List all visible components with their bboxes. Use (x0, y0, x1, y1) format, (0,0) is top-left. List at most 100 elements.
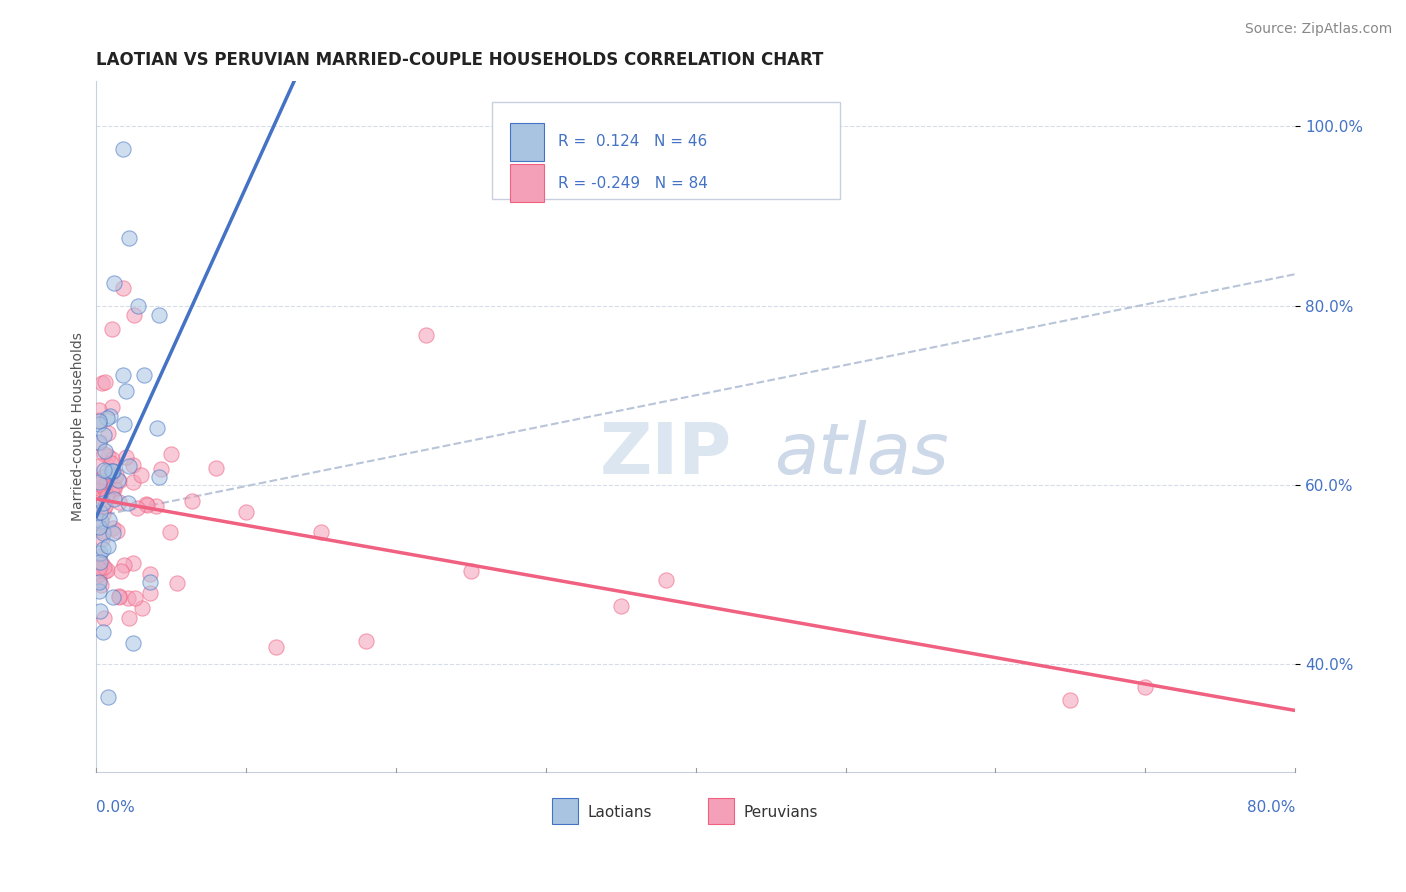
Point (118, 459, 141, 474)
Point (101, 464, 124, 478)
Point (110, 564, 132, 578)
Point (117, 591, 139, 606)
Point (91, 486, 114, 500)
Point (91, 376, 114, 391)
Point (103, 479, 125, 493)
Point (89, 505, 111, 519)
Point (205, 461, 228, 475)
Point (91, 542, 114, 557)
Point (89, 415, 111, 429)
Point (415, 327, 437, 342)
Point (112, 368, 135, 383)
Text: R = -0.249   N = 84: R = -0.249 N = 84 (558, 176, 707, 191)
Point (90, 482, 112, 496)
Point (103, 464, 125, 478)
Point (93, 560, 115, 574)
Point (131, 601, 153, 615)
Text: Laotians: Laotians (588, 805, 652, 820)
Point (112, 280, 135, 294)
Point (96, 411, 118, 425)
Point (309, 524, 332, 539)
Point (103, 276, 125, 290)
Bar (553, 797, 578, 824)
Point (94, 375, 117, 389)
Point (91, 469, 114, 483)
Point (93, 610, 115, 624)
Point (97, 449, 120, 463)
Point (91, 525, 114, 540)
Point (112, 142, 135, 156)
Point (108, 590, 131, 604)
Point (96, 489, 118, 503)
Point (105, 467, 128, 482)
Point (90, 514, 112, 528)
Point (89, 434, 111, 449)
Point (97, 425, 120, 440)
Point (103, 491, 125, 506)
Point (93, 447, 115, 461)
Point (98, 409, 121, 423)
Point (103, 482, 125, 496)
Text: 80.0%: 80.0% (1247, 799, 1295, 814)
Point (89, 575, 111, 590)
Point (89, 584, 111, 599)
Point (117, 611, 139, 625)
Text: atlas: atlas (773, 420, 948, 489)
Point (149, 462, 172, 476)
Point (610, 599, 633, 614)
Point (101, 591, 124, 605)
Point (101, 485, 124, 500)
Point (89, 436, 111, 450)
Point (460, 564, 482, 578)
Point (124, 591, 146, 605)
Point (146, 421, 169, 435)
Point (91, 524, 114, 538)
Point (89, 413, 111, 427)
Point (89, 549, 111, 564)
Point (114, 450, 136, 465)
Point (89, 573, 111, 587)
FancyBboxPatch shape (492, 102, 839, 199)
Bar (707, 797, 734, 824)
Point (89, 459, 111, 474)
Point (89, 604, 111, 618)
Point (166, 576, 188, 591)
Point (107, 474, 129, 488)
Point (91, 557, 114, 571)
Point (145, 499, 167, 513)
Point (122, 458, 145, 472)
Point (117, 496, 139, 510)
Point (101, 451, 124, 466)
Point (159, 524, 181, 539)
Text: LAOTIAN VS PERUVIAN MARRIED-COUPLE HOUSEHOLDS CORRELATION CHART: LAOTIAN VS PERUVIAN MARRIED-COUPLE HOUSE… (97, 51, 824, 69)
Point (108, 475, 131, 489)
Point (97, 472, 120, 486)
Point (89, 417, 111, 431)
Point (89, 520, 111, 534)
Point (135, 497, 157, 511)
Point (121, 636, 143, 650)
Point (91, 532, 114, 546)
Point (89, 555, 111, 569)
Point (91, 507, 114, 521)
Point (235, 505, 257, 519)
Point (96, 563, 118, 577)
Point (94, 499, 117, 513)
Point (91, 496, 114, 510)
Point (122, 308, 145, 322)
Point (118, 231, 141, 245)
Point (91, 479, 114, 493)
Text: Peruvians: Peruvians (744, 805, 818, 820)
Point (93, 427, 115, 442)
Point (101, 521, 124, 535)
Point (94, 483, 117, 497)
Point (94, 475, 117, 489)
Point (89, 516, 111, 531)
Point (112, 417, 135, 431)
Y-axis label: Married-couple Households: Married-couple Households (72, 332, 86, 521)
Point (108, 590, 131, 604)
Text: Source: ZipAtlas.com: Source: ZipAtlas.com (1244, 22, 1392, 37)
Text: ZIP: ZIP (600, 420, 733, 489)
Point (115, 384, 138, 398)
Point (108, 494, 131, 508)
